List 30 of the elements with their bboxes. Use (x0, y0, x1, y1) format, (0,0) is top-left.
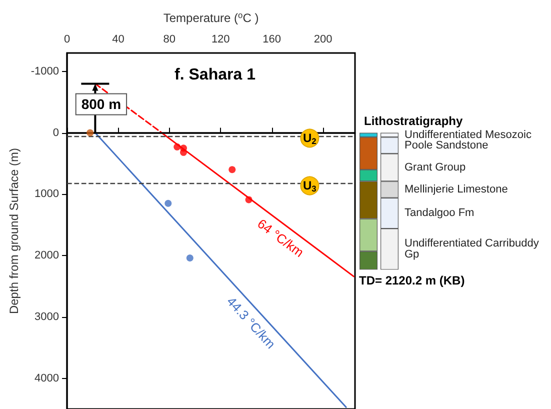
point (245, 196, 252, 204)
series-label: Undifferentiated Mesozoic (404, 128, 532, 141)
x-tick-label: 40 (112, 34, 124, 46)
y-tick-label: -1000 (30, 65, 60, 78)
y-tick-label: 2000 (34, 250, 60, 262)
x-tick-label: 120 (211, 34, 230, 46)
x-tick-label: 0 (64, 34, 70, 46)
text: Lithostratigraphy (364, 114, 463, 128)
point (228, 166, 236, 174)
y-tick-label: 0 (52, 126, 60, 139)
series-label: Poole Sandstone (404, 139, 488, 152)
point (186, 254, 194, 262)
series-label: Undifferentiated Carribuddy Gp (404, 238, 542, 261)
series-label: Grant Group (404, 161, 466, 174)
series-label: Mellinjerie Limestone (404, 184, 508, 196)
y-tick-label: 4000 (34, 372, 60, 384)
point (164, 200, 172, 207)
point (180, 148, 187, 156)
y-axis-title: Depth from ground Surface (m) (7, 148, 21, 314)
y-tick-label: 3000 (34, 310, 60, 323)
series-label: Tandalgoo Fm (404, 207, 474, 220)
point (174, 143, 181, 150)
text: f. Sahara 1 (174, 66, 256, 84)
x-tick-label: 200 (314, 34, 332, 46)
annotation: 800 m (81, 96, 122, 112)
annotation: TD= 2120.2 m (KB) (359, 274, 465, 288)
x-tick-label: 80 (163, 34, 176, 46)
x-tick-label: 160 (262, 34, 281, 46)
point (86, 129, 94, 136)
y-tick-label: 1000 (34, 188, 60, 200)
